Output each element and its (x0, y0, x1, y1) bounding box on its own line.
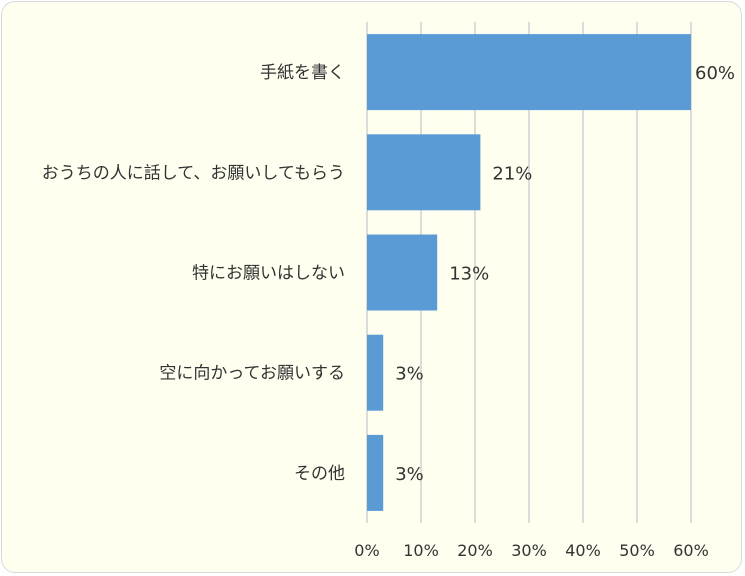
data-label: 21% (492, 163, 532, 184)
category-label: 空に向かってお願いする (159, 364, 345, 384)
data-label: 3% (395, 464, 424, 485)
category-label: おうちの人に話して、お願いしてもらう (42, 163, 345, 183)
x-tick-label: 0% (354, 541, 379, 560)
category-label: その他 (294, 464, 345, 484)
x-tick-label: 30% (511, 541, 547, 560)
x-tick-label: 10% (403, 541, 439, 560)
category-label: 特にお願いはしない (192, 264, 345, 284)
category-labels: 手紙を書くおうちの人に話して、お願いしてもらう特にお願いはしない空に向かってお願… (42, 63, 345, 484)
data-label: 60% (695, 63, 735, 84)
x-tick-label: 40% (565, 541, 601, 560)
data-labels: 60% 21% 13% 3% 3% (395, 63, 735, 485)
x-tick-labels: 0% 10% 20% 30% 40% 50% 60% (354, 541, 708, 560)
data-label: 3% (395, 364, 424, 385)
category-label: 手紙を書く (260, 63, 345, 83)
bar (367, 134, 481, 211)
bar (367, 334, 384, 411)
data-label: 13% (449, 264, 489, 285)
bar (367, 34, 691, 111)
bars (367, 34, 691, 511)
x-tick-label: 20% (457, 541, 493, 560)
x-tick-label: 50% (619, 541, 655, 560)
bar (367, 434, 384, 511)
x-tick-label: 60% (673, 541, 709, 560)
bar (367, 234, 438, 311)
